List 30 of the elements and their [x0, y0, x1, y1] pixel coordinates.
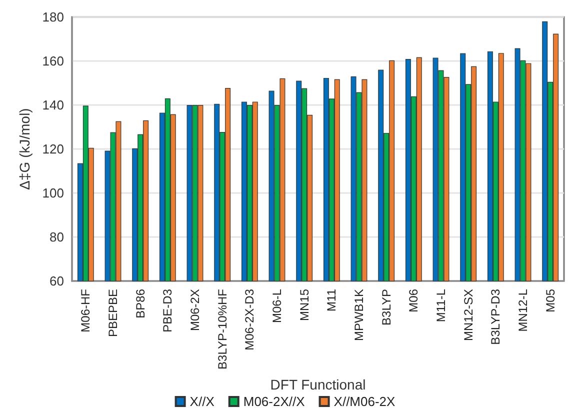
- x-tick-label: M11: [324, 288, 339, 312]
- y-axis-title: Δ‡G (kJ/mol): [16, 108, 32, 190]
- x-tick-label: MN15: [297, 288, 312, 322]
- legend-label: X//X: [190, 394, 215, 409]
- y-tick-label: 120: [42, 142, 64, 156]
- y-tick-label: 60: [50, 274, 64, 288]
- legend-label: M06-2X//X: [243, 394, 306, 409]
- x-axis-title: DFT Functional: [270, 376, 366, 392]
- y-tick-label: 100: [42, 186, 64, 200]
- x-tick-label: MPWB1K: [352, 289, 366, 342]
- x-tick-label: M06-HF: [78, 289, 93, 332]
- y-tick-label: 80: [50, 230, 64, 244]
- y-tick-label: 180: [42, 10, 64, 24]
- x-tick-label: B3LYP-10%HF: [215, 289, 230, 370]
- x-tick-label: B3LYP: [379, 289, 394, 326]
- x-tick-label: PBEPBE: [106, 289, 120, 338]
- x-tick-label: MN12-SX: [461, 289, 476, 342]
- x-tick-label: M06-2X: [188, 289, 202, 332]
- x-tick-label: M05: [543, 288, 558, 312]
- x-tick-label: M06-L: [270, 288, 284, 324]
- x-tick-label: B3LYP-D3: [488, 288, 503, 345]
- y-tick-label: 140: [42, 98, 64, 112]
- x-tick-label: MN12-L: [516, 288, 530, 332]
- x-tick-label: BP86: [133, 288, 148, 318]
- legend-label: X//M06-2X: [334, 394, 396, 409]
- y-tick-label: 160: [42, 54, 64, 68]
- x-tick-label: M06-2X-D3: [242, 288, 257, 350]
- x-tick-label: M06: [406, 288, 421, 312]
- x-tick-label: M11-L: [434, 288, 448, 322]
- x-tick-label: PBE-D3: [160, 288, 175, 332]
